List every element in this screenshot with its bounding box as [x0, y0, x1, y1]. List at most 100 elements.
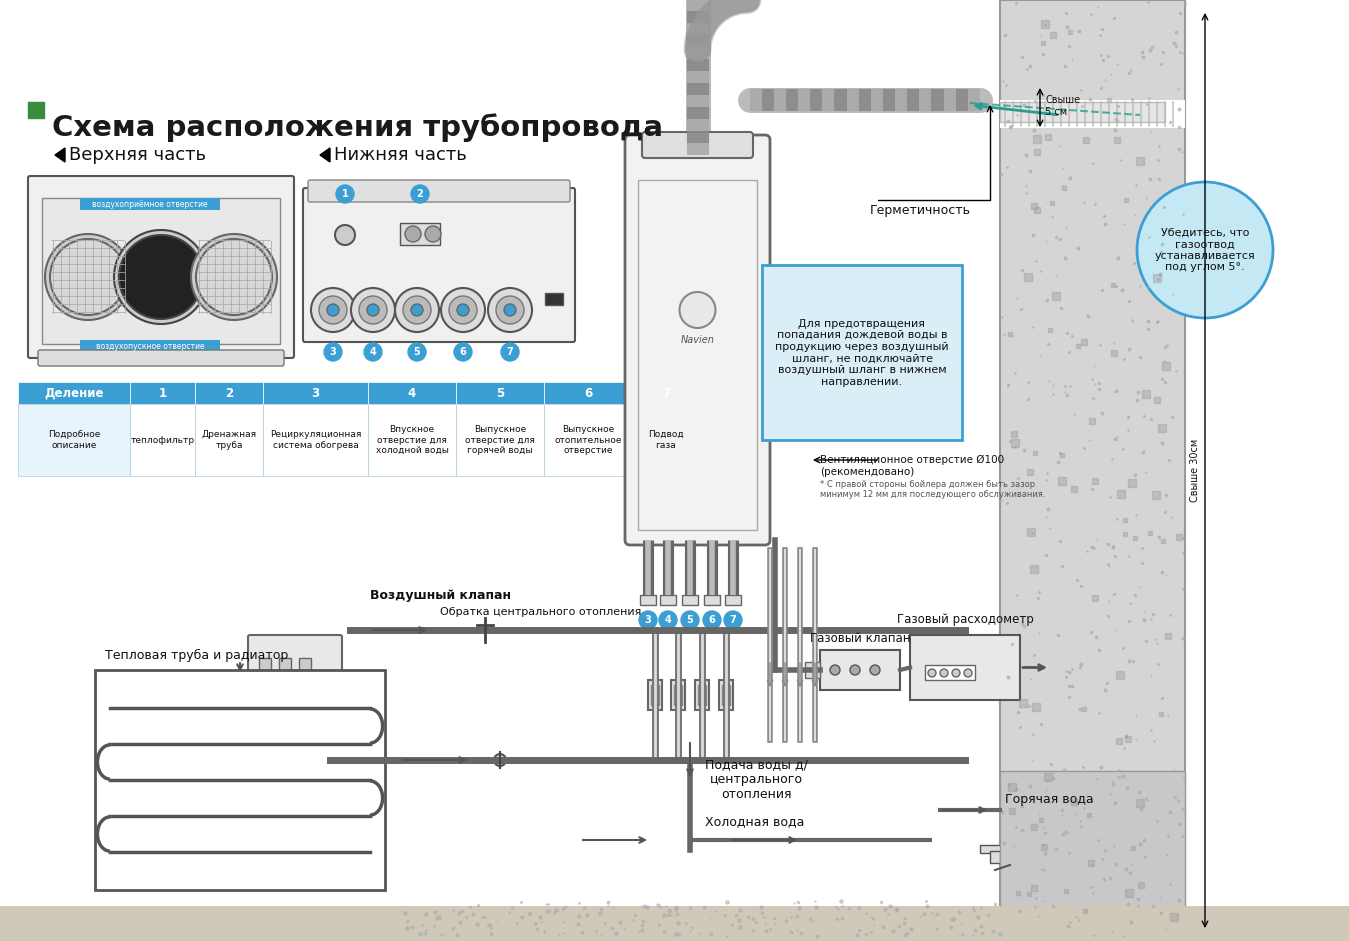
Bar — [263, 382, 368, 404]
Text: 3: 3 — [312, 387, 320, 400]
Circle shape — [639, 611, 657, 629]
Text: 6: 6 — [708, 615, 715, 625]
Circle shape — [441, 288, 486, 332]
Text: 7: 7 — [507, 347, 514, 357]
Bar — [456, 382, 544, 404]
Bar — [719, 680, 733, 710]
Circle shape — [449, 296, 478, 324]
Circle shape — [115, 230, 208, 324]
Bar — [80, 340, 220, 352]
FancyBboxPatch shape — [308, 180, 571, 202]
Bar — [638, 180, 757, 530]
Text: Воздушный клапан: Воздушный клапан — [370, 588, 510, 601]
Circle shape — [488, 288, 532, 332]
Text: Холодная вода: Холодная вода — [706, 816, 804, 828]
Circle shape — [660, 611, 677, 629]
Bar — [820, 650, 900, 690]
Circle shape — [324, 343, 343, 361]
Bar — [28, 102, 45, 118]
Bar — [279, 658, 291, 680]
Circle shape — [411, 185, 429, 203]
Circle shape — [703, 611, 720, 629]
Polygon shape — [320, 148, 331, 162]
Circle shape — [403, 296, 430, 324]
Text: Обратка центрального отопления: Обратка центрального отопления — [440, 607, 641, 617]
Circle shape — [505, 304, 517, 316]
Text: 4: 4 — [370, 347, 376, 357]
Circle shape — [940, 669, 948, 677]
Bar — [925, 665, 975, 680]
Bar — [631, 382, 700, 404]
Text: Navien: Navien — [680, 335, 715, 345]
Bar — [1000, 102, 1166, 122]
Circle shape — [119, 235, 202, 319]
Bar — [18, 382, 130, 404]
Bar — [42, 198, 281, 344]
Circle shape — [312, 288, 355, 332]
Text: Тепловая труба и радиатор: Тепловая труба и радиатор — [105, 648, 289, 662]
Bar — [631, 404, 700, 476]
Circle shape — [335, 225, 355, 245]
Circle shape — [496, 296, 523, 324]
Circle shape — [45, 234, 131, 320]
Text: Выпускное
отверстие для
горячей воды: Выпускное отверстие для горячей воды — [465, 425, 536, 455]
Bar — [670, 680, 685, 710]
Text: Верхняя часть: Верхняя часть — [69, 146, 206, 164]
Circle shape — [680, 292, 715, 328]
Circle shape — [457, 304, 469, 316]
Bar — [1000, 100, 1184, 128]
Circle shape — [681, 611, 699, 629]
Circle shape — [196, 239, 272, 315]
FancyBboxPatch shape — [248, 635, 343, 677]
Bar — [674, 685, 683, 705]
Bar — [683, 595, 697, 605]
Text: Для предотвращения
попадания дождевой воды в
продукцию через воздушный
шланг, не: Для предотвращения попадания дождевой во… — [776, 318, 948, 387]
Circle shape — [411, 304, 424, 316]
Circle shape — [407, 343, 426, 361]
Bar — [456, 404, 544, 476]
Text: 2: 2 — [417, 189, 424, 199]
Text: Убедитесь, что
газоотвод
устанавливается
под углом 5°.: Убедитесь, что газоотвод устанавливается… — [1155, 228, 1256, 272]
Circle shape — [405, 226, 421, 242]
Bar — [545, 293, 563, 305]
Circle shape — [336, 185, 353, 203]
Text: 3: 3 — [329, 347, 336, 357]
Bar — [805, 662, 820, 678]
Text: 6: 6 — [460, 347, 467, 357]
Text: Деление: Деление — [45, 387, 104, 400]
Text: 4: 4 — [665, 615, 672, 625]
Bar — [130, 404, 196, 476]
Circle shape — [724, 611, 742, 629]
Circle shape — [395, 288, 438, 332]
Circle shape — [500, 343, 519, 361]
FancyBboxPatch shape — [642, 132, 753, 158]
Circle shape — [870, 665, 880, 675]
Circle shape — [494, 754, 506, 766]
Text: Подвод
газа: Подвод газа — [648, 430, 684, 450]
Text: Газовый клапан: Газовый клапан — [809, 631, 911, 645]
Circle shape — [1137, 182, 1273, 318]
Bar — [368, 382, 456, 404]
Text: 1: 1 — [158, 387, 166, 400]
Text: 6: 6 — [584, 387, 592, 400]
Text: Рециркуляционная
система обогрева: Рециркуляционная система обогрева — [270, 430, 362, 450]
Circle shape — [359, 296, 387, 324]
Text: 5: 5 — [496, 387, 505, 400]
Bar — [704, 595, 720, 605]
Bar — [695, 680, 710, 710]
Text: Подробное
описание: Подробное описание — [47, 430, 100, 450]
Circle shape — [364, 343, 382, 361]
Text: Свыше
5 см: Свыше 5 см — [1045, 95, 1081, 117]
Text: воздухопускное отверстие: воздухопускное отверстие — [96, 342, 204, 350]
Circle shape — [850, 665, 861, 675]
Text: Нижняя часть: Нижняя часть — [335, 146, 467, 164]
Bar — [639, 595, 656, 605]
Text: воздухоприёмное отверстие: воздухоприёмное отверстие — [92, 199, 208, 209]
Bar — [263, 404, 368, 476]
Text: 3: 3 — [645, 615, 652, 625]
Bar — [196, 382, 263, 404]
Text: Схема расположения трубопровода: Схема расположения трубопровода — [53, 114, 662, 142]
Circle shape — [326, 304, 339, 316]
Text: 7: 7 — [662, 387, 670, 400]
Bar — [259, 658, 271, 680]
